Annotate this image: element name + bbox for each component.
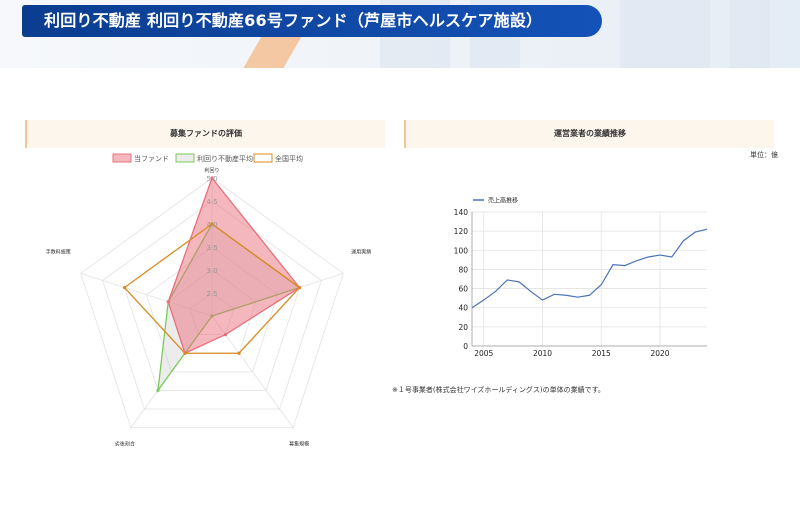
- x-tick-label: 2020: [650, 349, 669, 358]
- radar-point: [210, 176, 214, 180]
- legend-label: 利回り不動産平均: [197, 154, 253, 163]
- unit-label: 単位：億: [750, 151, 778, 159]
- radar-tick-label: 5.0: [206, 175, 217, 183]
- x-tick-label: 2010: [533, 349, 552, 358]
- radar-axis-label: 利回り: [204, 167, 219, 174]
- radar-tick-label: 4.5: [206, 198, 217, 206]
- radar-tick-label: 3.5: [206, 244, 217, 252]
- radar-axis-label: 運用実績: [351, 248, 371, 255]
- radar-point: [210, 222, 214, 226]
- y-tick-label: 100: [454, 246, 469, 255]
- radar-panel-heading: 募集ファンドの評価: [25, 120, 385, 148]
- radar-grid-ring: [102, 200, 322, 410]
- radar-point: [156, 388, 160, 393]
- radar-point: [183, 351, 187, 355]
- y-tick-label: 40: [458, 304, 468, 313]
- y-tick-label: 120: [454, 227, 469, 236]
- radar-point: [223, 333, 228, 337]
- radar-point: [122, 285, 127, 290]
- radar-tick-label: 3.0: [206, 267, 217, 275]
- radar-tick-label: 4.0: [206, 221, 217, 229]
- radar-grid-ring: [80, 177, 344, 429]
- legend-swatch: [112, 153, 132, 163]
- radar-axis-label: 募集規模: [289, 441, 309, 448]
- y-tick-label: 140: [454, 208, 469, 217]
- radar-point: [166, 300, 170, 304]
- line-legend-label: 売上高推移: [488, 197, 518, 205]
- legend-swatch: [175, 153, 195, 163]
- legend-label: 当ファンド: [134, 154, 169, 163]
- y-tick-label: 60: [458, 285, 468, 294]
- x-tick-label: 2005: [474, 349, 493, 358]
- radar-tick-label: 2.5: [206, 290, 217, 298]
- radar-point: [297, 285, 302, 290]
- radar-series-2: [123, 223, 301, 354]
- footnote: ※１号事業者(株式会社ワイズホールディングス)の単体の業績です。: [392, 386, 605, 394]
- sales-line: [471, 228, 708, 309]
- legend-label: 全国平均: [275, 154, 303, 163]
- y-tick-label: 0: [463, 342, 468, 351]
- legend-swatch: [253, 153, 273, 163]
- radar-series-0: [167, 176, 301, 355]
- x-tick-label: 2015: [592, 349, 611, 358]
- page-title: 利回り不動産 利回り不動産66号ファンド（芦屋市ヘルスケア施設）: [22, 5, 602, 37]
- line-panel-heading: 運営業者の業績推移: [404, 120, 774, 148]
- radar-axis-label: 劣後割合: [115, 441, 135, 448]
- y-tick-label: 80: [458, 265, 468, 274]
- radar-point: [237, 351, 241, 355]
- radar-axis-label: 手数料施策: [46, 248, 71, 255]
- y-tick-label: 20: [458, 323, 468, 332]
